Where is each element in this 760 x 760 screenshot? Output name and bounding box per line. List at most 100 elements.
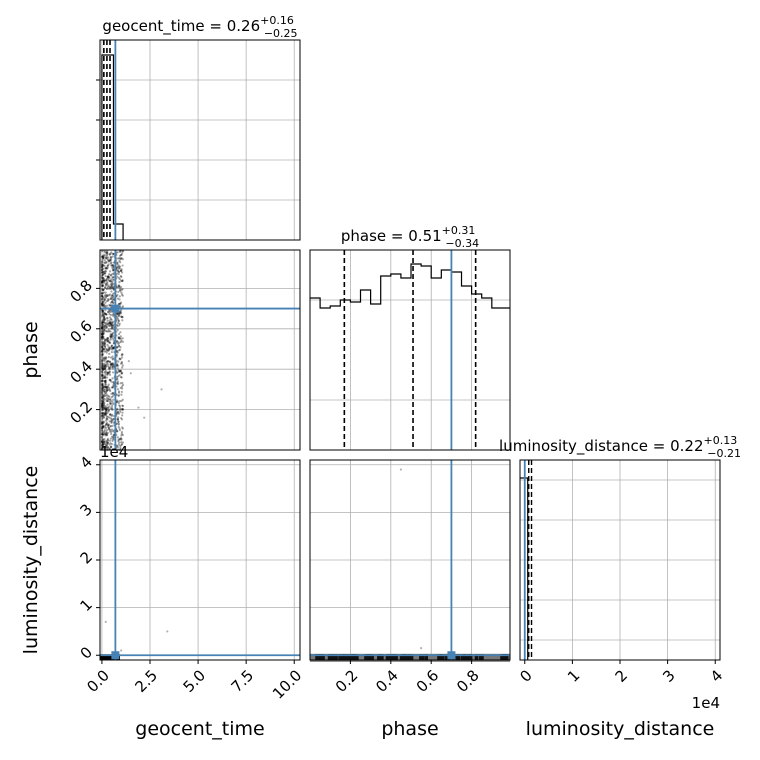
sample-point — [102, 374, 105, 377]
sample-point — [108, 258, 111, 261]
sample-point — [100, 377, 104, 380]
sample-point — [101, 400, 104, 404]
sample-point — [104, 261, 107, 265]
sample-point — [100, 380, 104, 383]
sample-point — [104, 370, 108, 373]
tick-label-luminosity-distance: 3 — [77, 500, 96, 519]
sample-point — [111, 395, 114, 398]
tick-label-geocent-time: 10.0 — [269, 666, 305, 702]
sample-point — [104, 392, 108, 395]
sample-point — [104, 419, 108, 422]
tick-label-luminosity-distance: 1 — [77, 596, 96, 615]
sample-point — [103, 428, 107, 432]
sample-point — [108, 405, 111, 408]
sample-point — [103, 394, 106, 397]
sample-point — [104, 364, 107, 367]
sample-point — [104, 376, 107, 379]
sample-point — [106, 411, 109, 414]
sample-point — [110, 344, 114, 347]
sample-point — [105, 325, 108, 329]
sample-point — [101, 337, 104, 340]
sample-point — [104, 296, 108, 299]
sample-point — [105, 348, 109, 352]
sample-point — [100, 405, 104, 408]
sample-point — [106, 371, 109, 374]
sample-point — [120, 443, 123, 447]
sample-point — [102, 321, 105, 324]
sample-point — [120, 312, 123, 315]
sample-point — [110, 392, 113, 395]
sample-point — [106, 442, 110, 445]
sample-point — [116, 340, 119, 343]
sample-point — [109, 413, 112, 416]
tick-label-geocent-time: 2.5 — [131, 666, 161, 696]
sample-point — [101, 348, 104, 351]
sample-point — [117, 369, 120, 372]
sample-point — [111, 325, 114, 328]
sample-point — [112, 346, 115, 349]
sample-point — [101, 296, 104, 299]
sample-point — [106, 360, 109, 363]
sample-point — [118, 270, 121, 273]
sample-point — [117, 364, 120, 367]
sample-point — [101, 342, 105, 346]
sample-point — [101, 396, 104, 399]
sample-point — [102, 399, 105, 402]
sample-point — [108, 395, 111, 398]
sample-point — [105, 431, 108, 435]
sample-point — [101, 256, 104, 259]
sample-point — [117, 315, 121, 318]
sample-point — [106, 298, 110, 301]
density-cell — [387, 654, 390, 661]
sample-point — [112, 252, 115, 255]
sample-point — [112, 380, 115, 384]
ylabel-luminosity-distance: luminosity_distance — [20, 466, 42, 655]
sample-point — [105, 279, 108, 282]
sample-point — [105, 417, 108, 421]
sample-point — [111, 300, 114, 303]
sample-point — [104, 379, 107, 383]
sample-point — [106, 403, 109, 406]
sample-point — [101, 249, 104, 253]
sample-point — [101, 444, 105, 447]
sample-point — [109, 330, 112, 333]
sample-point — [100, 414, 104, 417]
sample-point — [101, 393, 104, 396]
sample-point — [101, 255, 104, 258]
sample-point — [111, 296, 114, 300]
tick-label-luminosity-distance: 4 — [707, 666, 726, 685]
sample-point — [109, 323, 112, 326]
sample-point — [112, 295, 115, 299]
sample-point — [103, 401, 106, 404]
sample-point — [108, 439, 112, 442]
sample-point — [112, 384, 115, 387]
sample-point — [101, 278, 104, 281]
sample-point — [108, 253, 111, 256]
sample-point — [119, 257, 122, 260]
sample-point — [109, 363, 112, 366]
sample-point — [127, 360, 130, 363]
sample-point — [112, 346, 115, 350]
sample-point — [104, 425, 107, 428]
sample-point — [118, 438, 121, 441]
sample-point — [104, 407, 107, 410]
sample-point — [103, 392, 107, 395]
sample-point — [101, 325, 104, 328]
sample-point — [101, 417, 104, 421]
sample-point — [116, 325, 119, 328]
sample-point — [107, 394, 110, 398]
sample-point — [109, 428, 112, 432]
sample-point — [108, 378, 112, 381]
sample-point — [109, 273, 112, 277]
sample-point — [105, 389, 108, 393]
density-cell — [440, 654, 445, 661]
sample-point — [111, 269, 114, 272]
sample-point — [106, 316, 109, 319]
sample-point — [103, 412, 107, 415]
sample-point — [119, 331, 122, 334]
sample-point — [106, 428, 109, 432]
sample-point — [117, 394, 121, 397]
sample-point — [110, 362, 113, 365]
sample-point — [121, 387, 124, 390]
sample-point — [111, 366, 115, 369]
